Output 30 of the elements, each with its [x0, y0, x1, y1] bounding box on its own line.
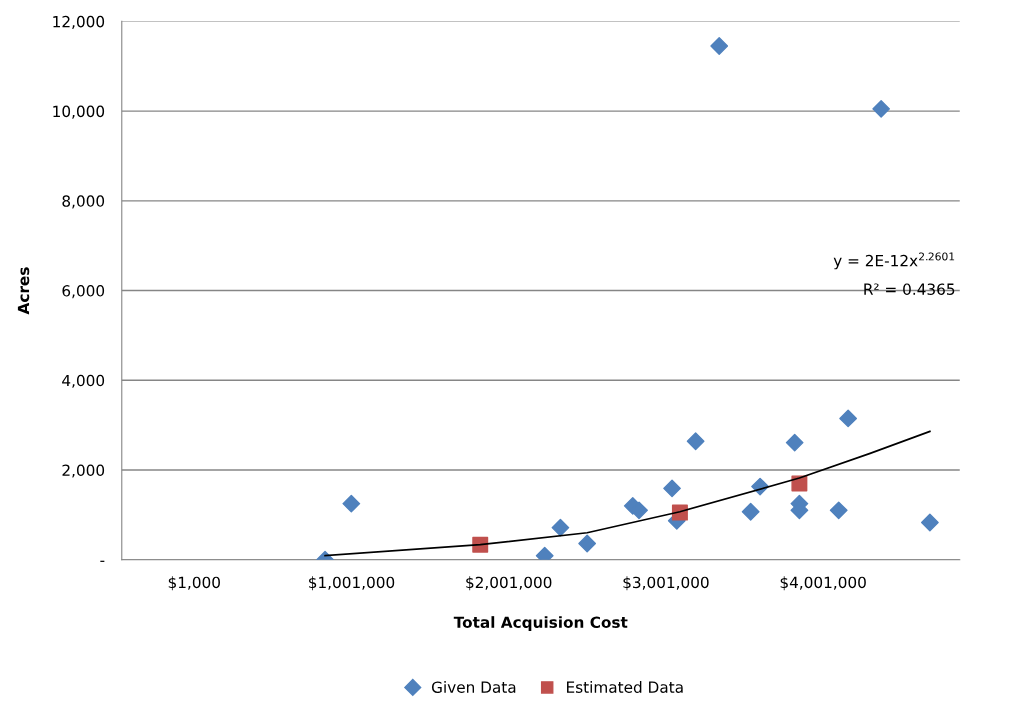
- annotation: R² = 0.4365: [864, 283, 955, 295]
- point: [578, 534, 597, 553]
- x-axis-title: Total Acquision Cost: [453, 616, 628, 631]
- x-tick-label: $2,001,000: [466, 576, 552, 591]
- y-tick-label: 6,000: [62, 285, 105, 299]
- point: [551, 518, 570, 537]
- y-axis-title: Acres: [17, 267, 30, 315]
- y-tick-label: 10,000: [53, 105, 105, 119]
- legend-label: Estimated Data: [567, 681, 683, 693]
- point: [686, 432, 705, 451]
- y-tick-label: 2,000: [62, 464, 105, 478]
- point: [785, 433, 804, 452]
- point: [741, 502, 760, 521]
- x-tick-label: $4,001,000: [780, 576, 866, 591]
- point: [839, 409, 858, 428]
- y-tick-label: 12,000: [53, 15, 105, 29]
- annotation: y = 2E-12x$^{2.2601}$: [833, 252, 955, 270]
- point: [872, 99, 891, 118]
- x-tick-label: $1,000: [168, 576, 220, 591]
- y-tick-label: -: [100, 560, 105, 562]
- legend-label: Given Data: [431, 681, 516, 693]
- point: [920, 513, 939, 532]
- y-tick-label: 4,000: [62, 374, 105, 388]
- y-tick-label: 8,000: [62, 195, 105, 209]
- point: [342, 494, 361, 513]
- point: [829, 501, 848, 520]
- point: [663, 479, 681, 498]
- point: [710, 37, 729, 55]
- x-tick-label: $1,001,000: [309, 576, 395, 591]
- x-tick-label: $3,001,000: [623, 576, 709, 591]
